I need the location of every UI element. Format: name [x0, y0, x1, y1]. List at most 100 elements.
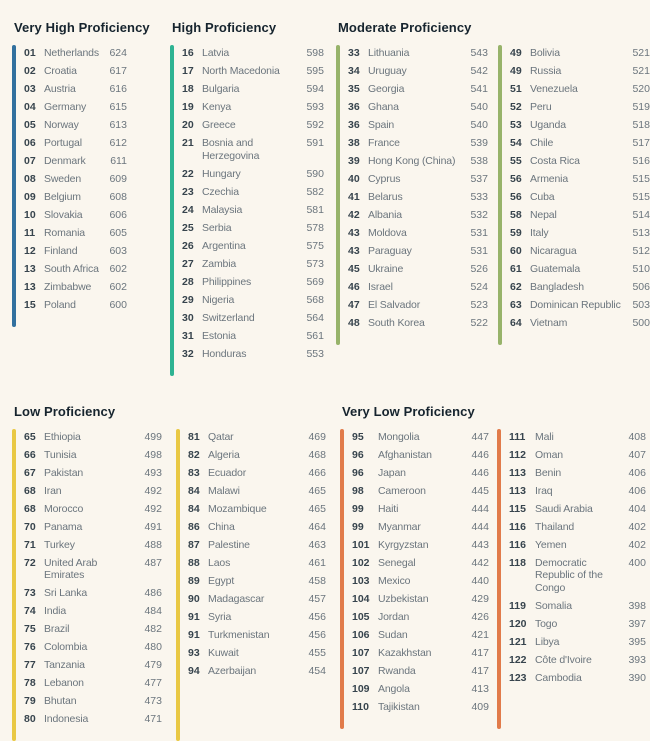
rank-number: 40: [348, 173, 368, 186]
country-name: Ethiopia: [44, 431, 138, 444]
country-name: Spain: [368, 119, 464, 132]
rank-number: 66: [24, 449, 44, 462]
rank-number: 88: [188, 557, 208, 570]
country-name: Norway: [44, 119, 103, 132]
score-value: 455: [302, 647, 326, 660]
rank-number: 113: [509, 467, 535, 480]
score-value: 466: [302, 467, 326, 480]
score-value: 603: [103, 245, 127, 258]
rank-number: 32: [182, 348, 202, 361]
rank-number: 99: [352, 503, 378, 516]
score-value: 515: [626, 191, 650, 204]
rank-number: 35: [348, 83, 368, 96]
country-name: Cambodia: [535, 672, 622, 685]
rank-number: 01: [24, 47, 44, 60]
country-name: Dominican Republic: [530, 299, 626, 312]
country-name: Madagascar: [208, 593, 302, 606]
score-value: 606: [103, 209, 127, 222]
score-value: 531: [464, 227, 488, 240]
rank-number: 27: [182, 258, 202, 271]
proficiency-band-bar: [12, 429, 16, 741]
score-value: 446: [465, 449, 489, 462]
section-title-moderate: Moderate Proficiency: [338, 20, 650, 35]
score-value: 492: [138, 485, 162, 498]
country-name: Sweden: [44, 173, 103, 186]
rank-number: 122: [509, 654, 535, 667]
rank-number: 56: [510, 173, 530, 186]
score-value: 400: [622, 557, 646, 570]
country-name: Turkey: [44, 539, 138, 552]
country-name: Brazil: [44, 623, 138, 636]
country-name: Mexico: [378, 575, 465, 588]
country-name: Myanmar: [378, 521, 465, 534]
country-name: Egypt: [208, 575, 302, 588]
score-value: 514: [626, 209, 650, 222]
score-value: 518: [626, 119, 650, 132]
score-value: 553: [300, 348, 324, 361]
score-value: 578: [300, 222, 324, 235]
score-value: 541: [464, 83, 488, 96]
rank-number: 02: [24, 65, 44, 78]
score-value: 397: [622, 618, 646, 631]
country-name: Philippines: [202, 276, 300, 289]
score-value: 540: [464, 101, 488, 114]
score-value: 407: [622, 449, 646, 462]
country-name: Guatemala: [530, 263, 626, 276]
rank-number: 07: [24, 155, 44, 168]
rank-number: 09: [24, 191, 44, 204]
score-value: 421: [465, 629, 489, 642]
rank-number: 90: [188, 593, 208, 606]
score-value: 500: [626, 317, 650, 330]
score-value: 444: [465, 503, 489, 516]
country-name: Iraq: [535, 485, 622, 498]
proficiency-band-bar: [497, 429, 501, 729]
score-value: 440: [465, 575, 489, 588]
country-name: Peru: [530, 101, 626, 114]
country-name: Germany: [44, 101, 103, 114]
country-name: Kyrgyzstan: [378, 539, 465, 552]
score-value: 456: [302, 611, 326, 624]
rank-number: 54: [510, 137, 530, 150]
score-value: 600: [103, 299, 127, 312]
rank-number: 55: [510, 155, 530, 168]
score-value: 390: [622, 672, 646, 685]
